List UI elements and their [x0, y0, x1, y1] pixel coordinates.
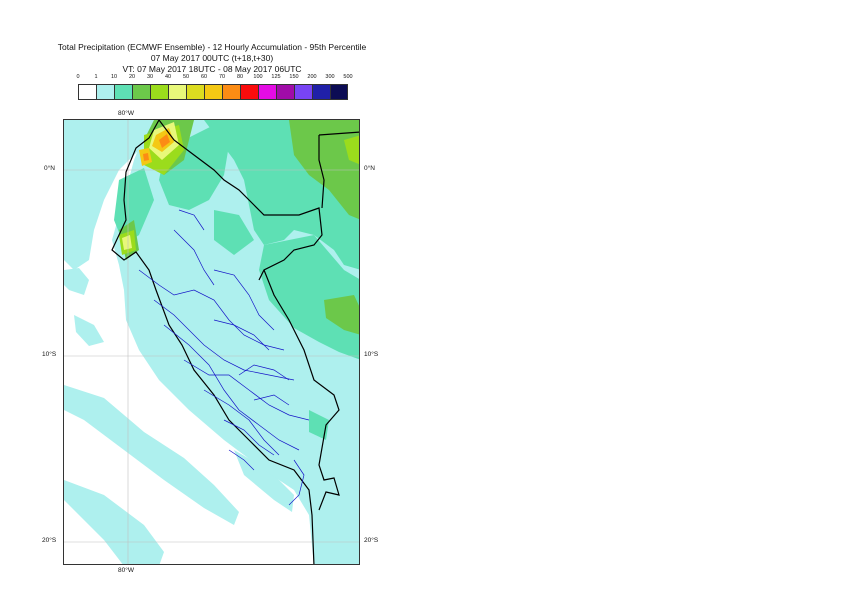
legend-swatch: [294, 84, 312, 100]
legend-swatch: [78, 84, 96, 100]
legend-tick-label: 60: [200, 74, 208, 80]
lat-label-20-right: 20°S: [364, 537, 379, 544]
legend-tick-label: 1: [94, 74, 98, 80]
legend-swatch: [114, 84, 132, 100]
legend-tick-label: 100: [253, 74, 263, 80]
legend-tick-label: 20: [128, 74, 136, 80]
legend-swatch: [168, 84, 186, 100]
lon-label-top: 80°W: [118, 110, 134, 117]
lat-label-10-right: 10°S: [364, 351, 379, 358]
precipitation-map: [64, 120, 359, 564]
precipitation-legend: 0 1 10 20 30 40 50 60 70 80 100 125 150 200 300 500: [76, 74, 353, 104]
legend-tick-label: 500: [343, 74, 353, 80]
lon-label-bottom: 80°W: [118, 567, 134, 574]
legend-tick-label: 70: [218, 74, 226, 80]
lat-label-10-left: 10°S: [42, 351, 57, 358]
title-line-1: Total Precipitation (ECMWF Ensemble) - 1…: [57, 42, 367, 52]
legend-swatch: [222, 84, 240, 100]
legend-swatch: [96, 84, 114, 100]
title-line-2: 07 May 2017 00UTC (t+18,t+30): [150, 53, 274, 63]
legend-tick-label: 50: [182, 74, 190, 80]
legend-swatch: [276, 84, 294, 100]
legend-tick-label: 10: [110, 74, 118, 80]
legend-tick-label: 30: [146, 74, 154, 80]
legend-tick-label: 80: [236, 74, 244, 80]
legend-swatch: [132, 84, 150, 100]
lat-label-0-left: 0°N: [44, 165, 55, 172]
map-frame: [63, 119, 360, 565]
legend-swatch: [330, 84, 348, 100]
land-precip-light: [112, 120, 359, 564]
legend-swatch: [240, 84, 258, 100]
legend-tick-label: 0: [76, 74, 80, 80]
graticule: [64, 120, 359, 564]
legend-tick-label: 300: [325, 74, 335, 80]
legend-tick-label: 40: [164, 74, 172, 80]
legend-tick-label: 200: [307, 74, 317, 80]
legend-tick-label: 125: [271, 74, 281, 80]
title-line-3: VT: 07 May 2017 18UTC - 08 May 2017 06UT…: [122, 64, 302, 74]
legend-swatch: [186, 84, 204, 100]
regional-borders: [138, 209, 310, 506]
lat-label-0-right: 0°N: [364, 165, 375, 172]
legend-swatch: [204, 84, 222, 100]
legend-tick-label: 150: [289, 74, 299, 80]
lat-label-20-left: 20°S: [42, 537, 57, 544]
legend-swatch: [150, 84, 168, 100]
land-precip-hotspot: [139, 128, 174, 166]
chart-title: Total Precipitation (ECMWF Ensemble) - 1…: [0, 42, 424, 75]
legend-swatch: [258, 84, 276, 100]
country-borders: [111, 120, 359, 564]
legend-swatch: [312, 84, 330, 100]
